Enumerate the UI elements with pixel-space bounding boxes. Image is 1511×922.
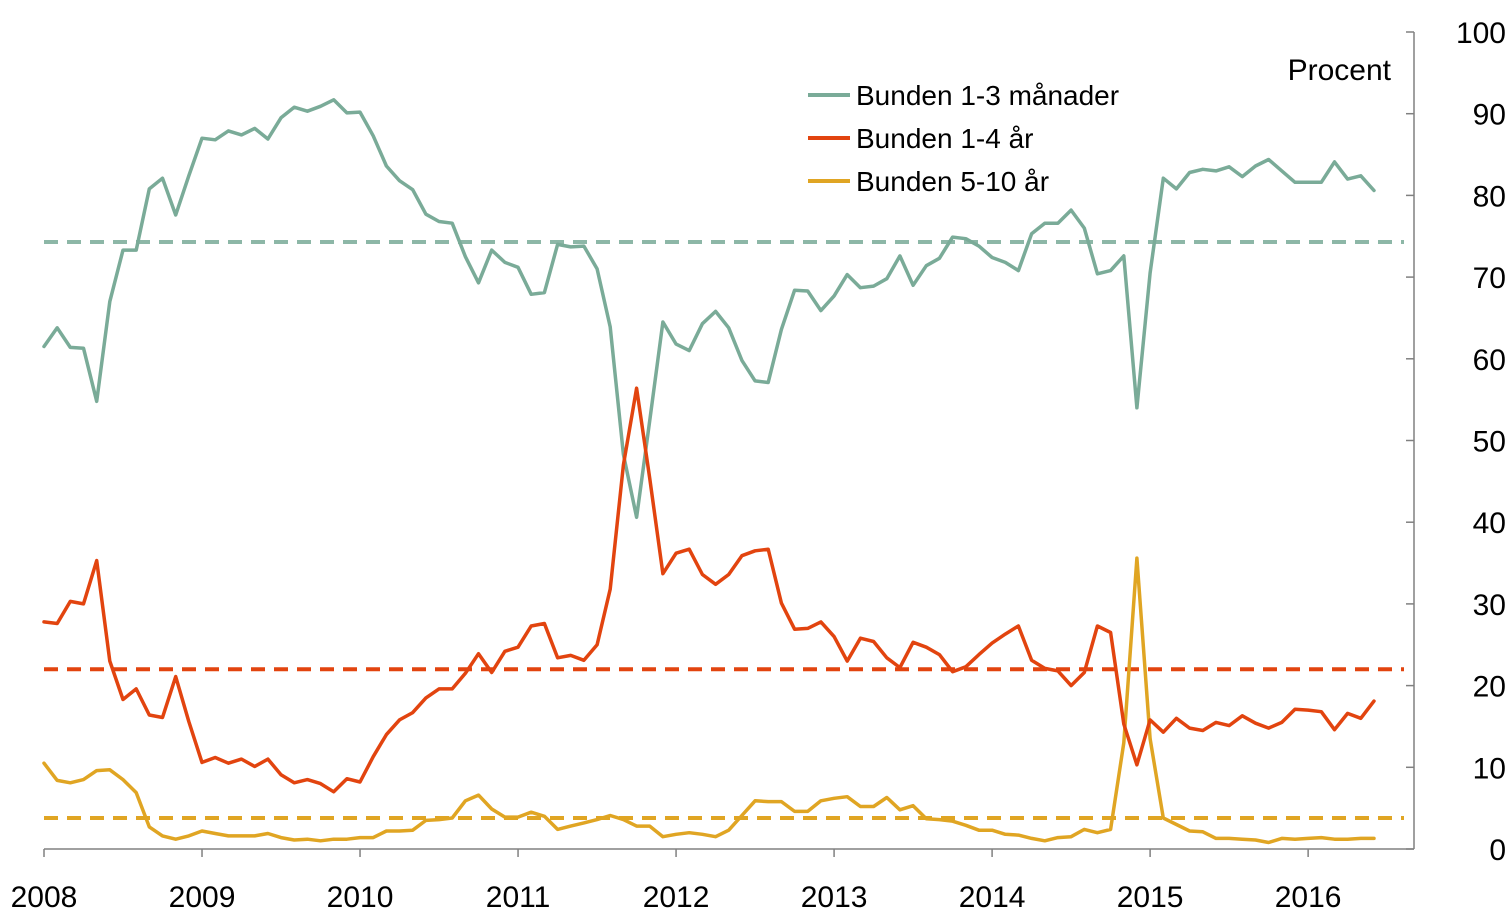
y-tick-label: 0 bbox=[1489, 834, 1506, 867]
legend-label: Bunden 5-10 år bbox=[856, 166, 1049, 197]
x-tick-label: 2010 bbox=[327, 881, 394, 914]
legend: Bunden 1-3 månader Bunden 1-4 år Bunden 5-… bbox=[808, 80, 1119, 197]
y-tick-label: 60 bbox=[1473, 344, 1506, 377]
y-tick-label: 100 bbox=[1456, 17, 1506, 50]
x-tick-label: 2008 bbox=[11, 881, 78, 914]
legend-label: Bunden 1-3 månader bbox=[856, 80, 1119, 111]
legend-label: Bunden 1-4 år bbox=[856, 123, 1033, 154]
x-tick-label: 2014 bbox=[959, 881, 1026, 914]
y-tick-label: 90 bbox=[1473, 99, 1506, 132]
y-tick-label: 10 bbox=[1473, 752, 1506, 785]
average-lines bbox=[44, 239, 1404, 820]
y-tick-label: 70 bbox=[1473, 262, 1506, 295]
x-tick-label: 2015 bbox=[1117, 881, 1184, 914]
x-axis: 2008 2009 2010 2011 2012 2013 2014 2015 2016 bbox=[11, 848, 1414, 914]
x-tick-label: 2009 bbox=[169, 881, 236, 914]
y-tick-label: 50 bbox=[1473, 426, 1506, 459]
y-axis-unit-label: Procent bbox=[1288, 54, 1392, 87]
series-lines bbox=[42, 98, 1376, 845]
y-tick-label: 30 bbox=[1473, 589, 1506, 622]
x-tick-label: 2012 bbox=[643, 881, 710, 914]
y-tick-label: 40 bbox=[1473, 507, 1506, 540]
x-tick-label: 2013 bbox=[801, 881, 868, 914]
x-tick-label: 2016 bbox=[1275, 881, 1342, 914]
series-line-1 bbox=[42, 98, 1376, 520]
x-tick-label: 2011 bbox=[486, 881, 551, 914]
series-line-2 bbox=[42, 386, 1376, 794]
y-tick-label: 80 bbox=[1473, 180, 1506, 213]
y-axis: 0 10 20 30 40 50 60 70 80 90 100 bbox=[1406, 17, 1506, 867]
series-line-3 bbox=[42, 556, 1376, 845]
y-tick-label: 20 bbox=[1473, 671, 1506, 704]
